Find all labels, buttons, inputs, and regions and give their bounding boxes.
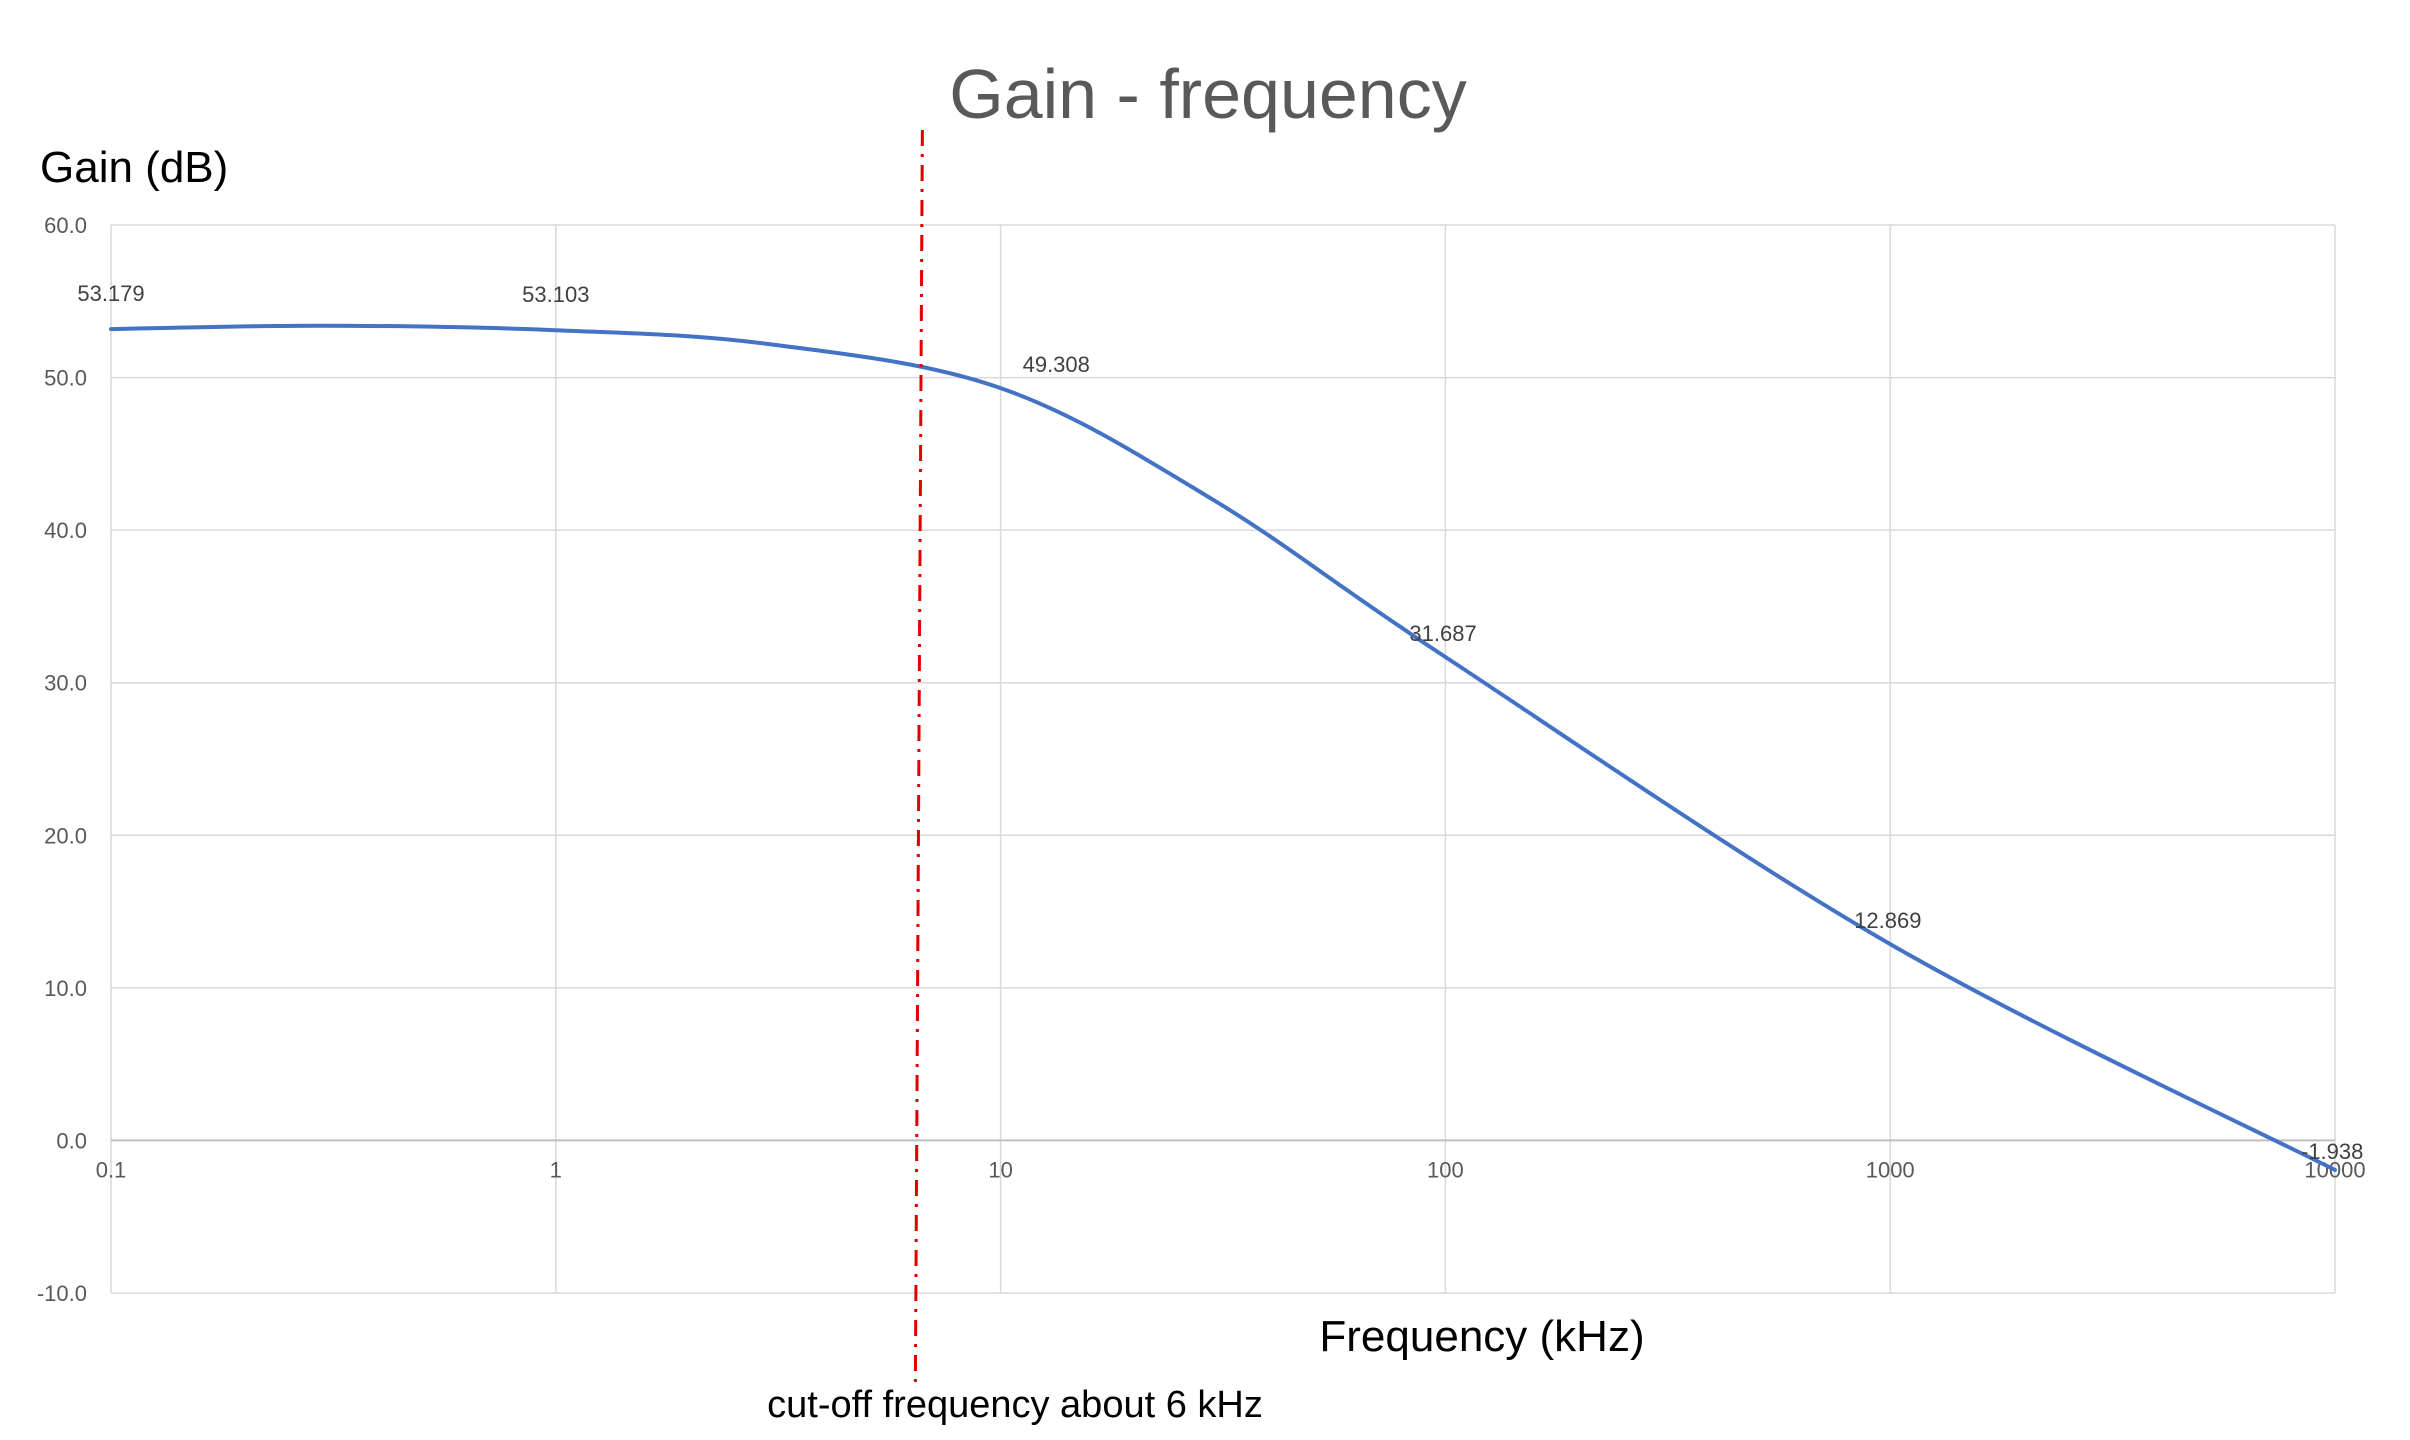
gain-series-line — [109, 323, 2337, 1172]
chart-title: Gain - frequency — [949, 55, 1466, 133]
y-tick-label: 30.0 — [44, 671, 87, 696]
y-tick-label: 60.0 — [44, 213, 87, 238]
cutoff-frequency-caption: cut-off frequency about 6 kHz — [767, 1384, 1263, 1426]
y-tick-label: 20.0 — [44, 823, 87, 848]
tick-labels: 60.0 50.0 40.0 30.0 20.0 10.0 0.0 -10.0 0.1 1 10 10… — [37, 213, 2366, 1306]
gridlines — [110, 224, 2336, 1294]
x-tick-label: 1 — [550, 1157, 562, 1182]
x-tick-label: 100 — [1427, 1157, 1464, 1182]
x-axis-title: Frequency (kHz) — [1319, 1312, 1644, 1361]
data-label: 53.179 — [77, 281, 144, 306]
y-tick-label: 10.0 — [44, 976, 87, 1001]
data-label: -1.938 — [2301, 1139, 2363, 1164]
data-labels: 53.179 53.103 49.308 31.687 12.869 -1.938 — [77, 281, 2363, 1164]
y-tick-label: -10.0 — [37, 1281, 87, 1306]
y-axis-title: Gain (dB) — [40, 143, 228, 192]
x-tick-label: 1000 — [1866, 1157, 1915, 1182]
data-label: 53.103 — [522, 282, 589, 307]
x-tick-label: 0.1 — [96, 1157, 127, 1182]
y-tick-label: 50.0 — [44, 366, 87, 391]
cutoff-frequency-line — [913, 129, 924, 1383]
x-tick-label: 10 — [988, 1157, 1012, 1182]
y-tick-label: 0.0 — [56, 1128, 87, 1153]
cutoff-annotation: cut-off frequency about 6 kHz — [767, 129, 1263, 1426]
data-label: 49.308 — [1023, 352, 1090, 377]
y-tick-label: 40.0 — [44, 518, 87, 543]
data-label: 31.687 — [1409, 621, 1476, 646]
series-layer — [109, 323, 2337, 1172]
data-label: 12.869 — [1854, 908, 1921, 933]
